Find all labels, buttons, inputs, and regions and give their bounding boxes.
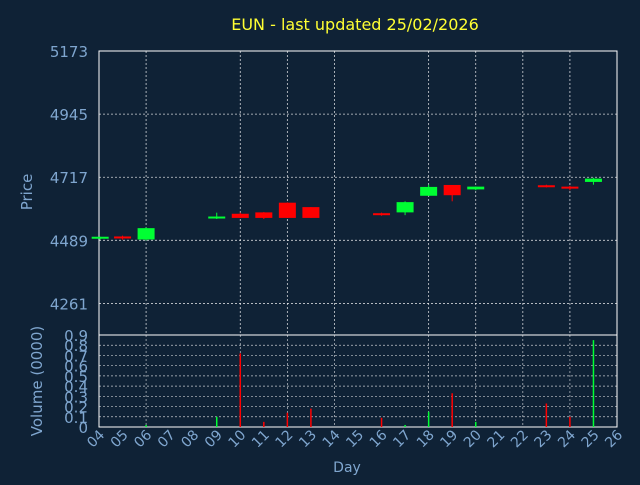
price-tick-label: 4261 — [50, 295, 88, 313]
volume-tick-label: 0.3 — [64, 388, 88, 406]
volume-tick-label: 0.5 — [64, 368, 88, 386]
price-tick-label: 4489 — [50, 232, 88, 250]
price-tick-label: 4945 — [50, 106, 88, 124]
volume-bar — [263, 421, 265, 427]
volume-tick-label: 0.7 — [64, 347, 88, 365]
volume-tick-label: 0.9 — [64, 327, 88, 345]
candle-body — [584, 178, 602, 182]
volume-bar — [569, 416, 571, 427]
volume-tick-label: 0.1 — [64, 409, 88, 427]
candle-body — [537, 185, 555, 188]
price-tick-label: 5173 — [50, 43, 88, 61]
volume-panel-frame — [98, 334, 618, 428]
candle-body — [231, 213, 249, 218]
x-tick-label: 24 — [555, 427, 579, 451]
volume-tick-label: 0.2 — [64, 399, 88, 417]
x-tick-label: 16 — [367, 427, 391, 451]
volume-bar — [310, 408, 312, 427]
volume-bar — [474, 421, 477, 427]
candle-body — [302, 207, 320, 218]
price-axis-label: Price — [18, 174, 36, 211]
candle-body — [255, 212, 273, 218]
x-axis-label: Day — [333, 460, 361, 476]
volume-bar — [451, 393, 453, 427]
volume-bar — [215, 416, 218, 427]
x-tick-label: 19 — [437, 427, 461, 451]
x-tick-label: 18 — [414, 427, 438, 451]
x-tick-label: 14 — [320, 427, 344, 451]
x-tick-label: 20 — [461, 427, 485, 451]
x-tick-label: 13 — [296, 427, 320, 451]
candle-body — [137, 228, 155, 240]
volume-bar — [239, 353, 242, 427]
candle-body — [443, 184, 461, 196]
volume-bar — [145, 424, 147, 427]
volume-tick-label: 0 — [78, 419, 88, 437]
x-tick-label: 11 — [249, 427, 273, 451]
x-tick-label: 12 — [273, 427, 297, 451]
x-tick-label: 15 — [343, 427, 367, 451]
volume-tick-label: 0.4 — [64, 378, 88, 396]
x-tick-label: 23 — [532, 427, 556, 451]
candle-body — [561, 186, 579, 189]
x-tick-label: 06 — [131, 427, 155, 451]
price-panel-frame — [98, 50, 618, 336]
chart-title: EUN - last updated 25/02/2026 — [231, 15, 479, 34]
candle-body — [91, 236, 109, 239]
x-tick-label: 21 — [484, 427, 508, 451]
volume-bar — [427, 411, 430, 427]
x-tick-label: 08 — [178, 427, 202, 451]
candle-body — [114, 236, 132, 239]
x-tick-label: 05 — [108, 427, 132, 451]
x-tick-label: 10 — [225, 427, 249, 451]
volume-tick-label: 0.8 — [64, 337, 88, 355]
volume-bar — [286, 412, 289, 427]
volume-tick-label: 0.6 — [64, 358, 88, 376]
candle-body — [208, 216, 226, 219]
x-tick-label: 17 — [390, 427, 414, 451]
x-tick-label: 25 — [579, 427, 603, 451]
price-tick-label: 4717 — [50, 169, 88, 187]
x-tick-label: 26 — [602, 427, 626, 451]
candle-body — [396, 202, 414, 213]
volume-bar — [380, 417, 383, 427]
x-tick-label: 22 — [508, 427, 532, 451]
candle-body — [467, 186, 485, 190]
x-tick-label: 09 — [202, 427, 226, 451]
volume-bar — [545, 403, 548, 427]
x-tick-label: 07 — [155, 427, 179, 451]
candle-body — [373, 213, 391, 216]
candle-body — [278, 202, 296, 218]
volume-axis-label: Volume (0000) — [28, 326, 46, 436]
volume-bar — [404, 424, 406, 427]
candle-body — [420, 186, 438, 196]
volume-bar — [592, 340, 595, 427]
